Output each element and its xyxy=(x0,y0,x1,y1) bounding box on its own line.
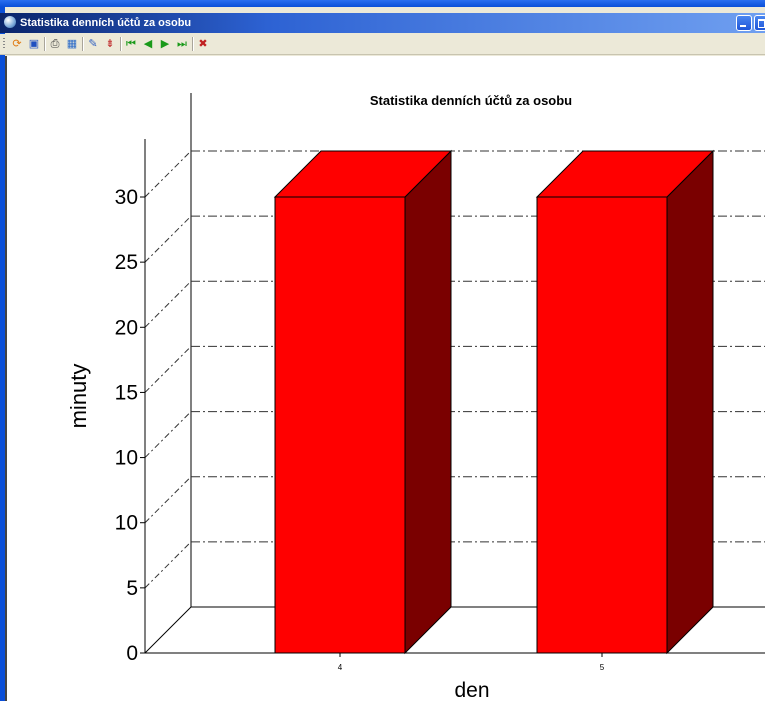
side-gridline xyxy=(144,476,192,524)
zoom-icon: ⇟ xyxy=(105,38,115,50)
report-preview-area: 0 5 10 10 15 20 25 30 4 5 Statistika denních účtů … xyxy=(5,56,765,701)
toolbar-separator xyxy=(120,37,122,51)
x-tick-label: 5 xyxy=(600,663,605,672)
bar xyxy=(536,196,668,654)
page-setup-button[interactable]: ▦ xyxy=(65,37,79,51)
app-icon xyxy=(4,16,16,28)
prev-page-button[interactable]: ◀ xyxy=(141,37,155,51)
side-gridline xyxy=(144,541,192,589)
last-page-icon: ⏭ xyxy=(177,38,187,50)
close-report-button[interactable]: ✖ xyxy=(196,37,210,51)
print-button[interactable]: ⎙ xyxy=(48,37,62,51)
toolbar-grip[interactable] xyxy=(3,38,5,50)
x-axis-label: den xyxy=(454,679,489,701)
toolbar-separator xyxy=(192,37,194,51)
print-icon: ⎙ xyxy=(50,38,60,50)
export-button[interactable]: ✎ xyxy=(86,37,100,51)
close-report-icon: ✖ xyxy=(198,38,208,50)
bar-chart: 0 5 10 10 15 20 25 30 4 5 Statistika denních účtů … xyxy=(66,93,765,701)
floor-depth-edge xyxy=(144,606,192,654)
side-gridline xyxy=(144,411,192,458)
y-tick-label: 20 xyxy=(115,316,138,339)
next-page-button[interactable]: ▶ xyxy=(158,37,172,51)
y-tick-label: 25 xyxy=(115,251,138,274)
prev-page-icon: ◀ xyxy=(143,38,153,50)
export-icon: ✎ xyxy=(88,38,98,50)
minimize-button[interactable] xyxy=(736,15,752,31)
window-titlebar[interactable]: Statistika denních účtů za osobu xyxy=(0,13,765,33)
save-button[interactable]: ▣ xyxy=(27,37,41,51)
y-tick-label: 30 xyxy=(115,186,138,209)
next-page-icon: ▶ xyxy=(160,38,170,50)
y-tick-label: 10 xyxy=(115,447,138,470)
maximize-button[interactable] xyxy=(754,15,765,31)
y-tick-label: 0 xyxy=(126,642,138,665)
side-gridline xyxy=(144,280,192,328)
toolbar-separator xyxy=(82,37,84,51)
zoom-button[interactable]: ⇟ xyxy=(103,37,117,51)
first-page-button[interactable]: ⏮ xyxy=(124,37,138,51)
window-title: Statistika denních účtů za osobu xyxy=(20,17,192,29)
window-left-border xyxy=(0,7,5,701)
desktop-titlebar-strip xyxy=(0,0,765,7)
first-page-icon: ⏮ xyxy=(126,38,136,50)
page-setup-icon: ▦ xyxy=(66,38,78,50)
bar xyxy=(274,196,406,654)
side-gridline xyxy=(144,150,192,198)
toolbar-separator xyxy=(44,37,46,51)
side-gridline xyxy=(144,346,192,393)
last-page-button[interactable]: ⏭ xyxy=(175,37,189,51)
refresh-icon: ⟳ xyxy=(12,38,22,50)
y-tick-label: 15 xyxy=(115,381,138,404)
refresh-button[interactable]: ⟳ xyxy=(10,37,24,51)
y-axis-label: minuty xyxy=(66,364,91,429)
bar-side xyxy=(666,149,714,655)
x-tick-label: 4 xyxy=(338,663,343,672)
report-toolbar: ⟳ ▣ ⎙ ▦ ✎ ⇟ ⏮ ◀ ▶ ⏭ ✖ xyxy=(0,34,765,55)
bar-side xyxy=(404,149,452,655)
y-tick-label: 5 xyxy=(126,577,138,600)
save-icon: ▣ xyxy=(28,38,40,50)
y-tick-label: 10 xyxy=(115,512,138,535)
side-gridline xyxy=(144,215,192,263)
chart-title: Statistika denních účtů za osobu xyxy=(370,93,572,108)
